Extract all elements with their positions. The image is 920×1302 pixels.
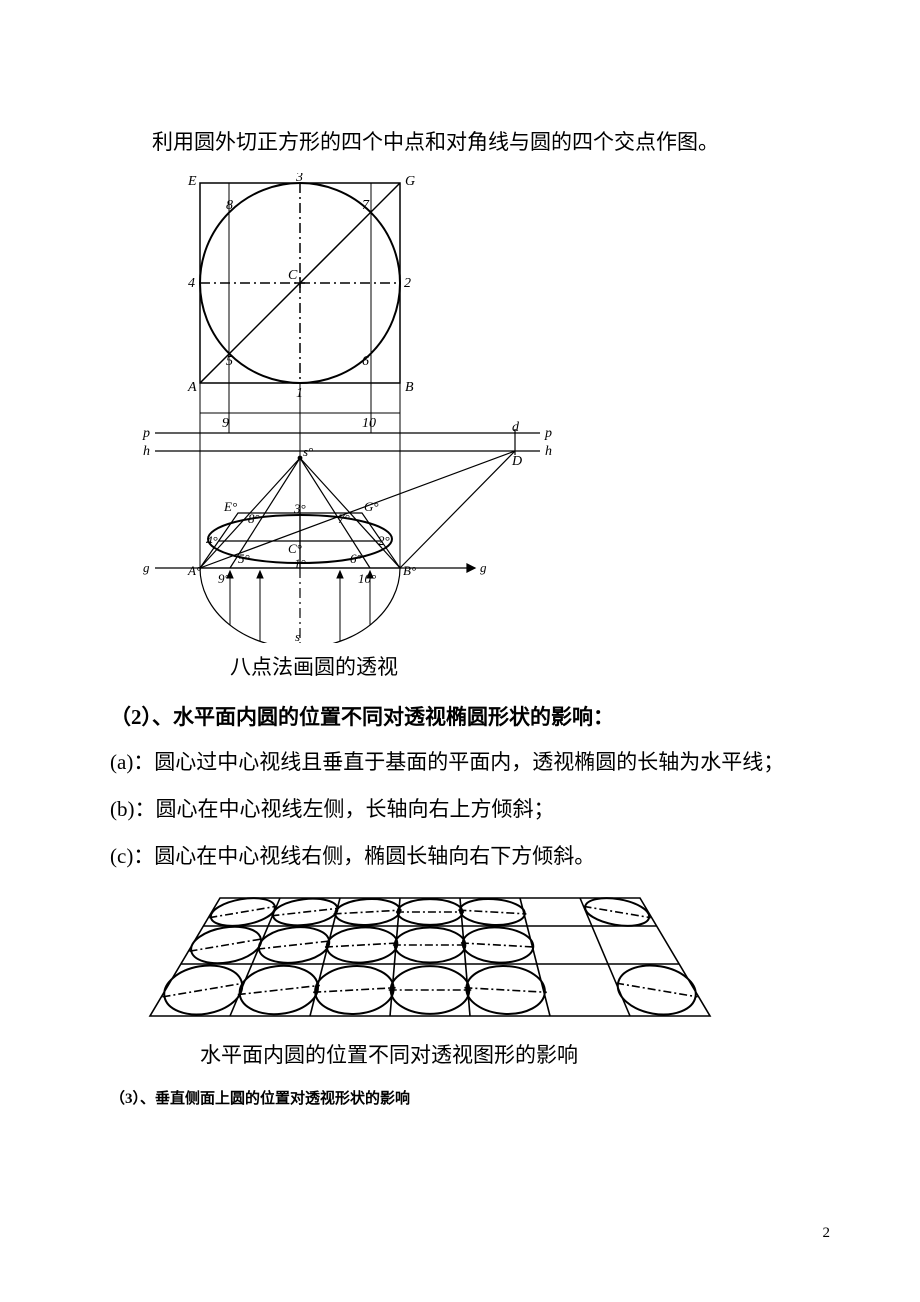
label-5: 5 <box>226 354 233 369</box>
label-4: 4 <box>188 276 195 291</box>
figure2-caption: 水平面内圆的位置不同对透视图形的影响 <box>200 1039 810 1069</box>
label-1: 1 <box>296 386 303 401</box>
intro-paragraph: 利用圆外切正方形的四个中点和对角线与圆的四个交点作图。 <box>110 121 810 163</box>
label-2: 2 <box>404 276 411 291</box>
label-10p: 10° <box>358 571 376 586</box>
label-g-right: g <box>480 560 487 575</box>
item-a: (a)：圆心过中心视线且垂直于基面的平面内，透视椭圆的长轴为水平线； <box>110 741 810 784</box>
label-p-right: p <box>544 426 552 441</box>
label-C: C <box>288 268 298 283</box>
label-6: 6 <box>362 354 369 369</box>
page-number: 2 <box>823 1225 831 1242</box>
item-c: (c)：圆心在中心视线右侧，椭圆长轴向右下方倾斜。 <box>110 835 810 878</box>
section3-heading: （3）、垂直侧面上圆的位置对透视形状的影响 <box>110 1087 810 1108</box>
section2-heading: （2）、水平面内圆的位置不同对透视椭圆形状的影响： <box>110 701 810 731</box>
label-G: G <box>405 174 415 189</box>
label-B: B <box>405 380 414 395</box>
label-1p: 1° <box>294 556 306 571</box>
label-8: 8 <box>226 198 233 213</box>
label-s: s <box>295 629 300 643</box>
horizontal-circles-diagram <box>140 886 720 1031</box>
label-9p: 9° <box>218 571 230 586</box>
label-A: A <box>187 380 197 395</box>
label-10: 10 <box>362 416 376 431</box>
label-C0: C° <box>288 541 302 556</box>
figure1-caption: 八点法画圆的透视 <box>230 651 810 681</box>
figure-eight-point: E G A B C 3 2 1 4 7 8 5 6 9 10 <box>140 173 810 643</box>
label-7: 7 <box>362 198 370 213</box>
label-g-left: g <box>143 560 150 575</box>
label-p-left: p <box>142 426 150 441</box>
label-3: 3 <box>295 173 303 185</box>
label-A0: A° <box>187 563 201 578</box>
label-9: 9 <box>222 416 229 431</box>
label-G0: G° <box>364 499 379 514</box>
label-5p: 5° <box>238 551 250 566</box>
label-s0: s° <box>303 444 313 459</box>
label-E0: E° <box>223 499 237 514</box>
label-E: E <box>187 174 197 189</box>
label-4p: 4° <box>206 533 218 548</box>
label-3p: 3° <box>293 501 306 516</box>
label-B0: B° <box>403 563 416 578</box>
label-8p: 8° <box>248 511 260 526</box>
label-D: D <box>511 454 522 469</box>
item-b: (b)：圆心在中心视线左侧，长轴向右上方倾斜； <box>110 788 810 831</box>
label-6p: 6° <box>350 551 362 566</box>
label-h-right: h <box>545 444 552 459</box>
label-7p: 7° <box>338 511 350 526</box>
label-h-left: h <box>143 444 150 459</box>
document-page: 利用圆外切正方形的四个中点和对角线与圆的四个交点作图。 <box>0 0 920 1302</box>
figure-horizontal-circles <box>140 886 810 1031</box>
eight-point-diagram: E G A B C 3 2 1 4 7 8 5 6 9 10 <box>140 173 570 643</box>
label-d: d <box>512 420 520 435</box>
label-2p: 2° <box>378 533 390 548</box>
